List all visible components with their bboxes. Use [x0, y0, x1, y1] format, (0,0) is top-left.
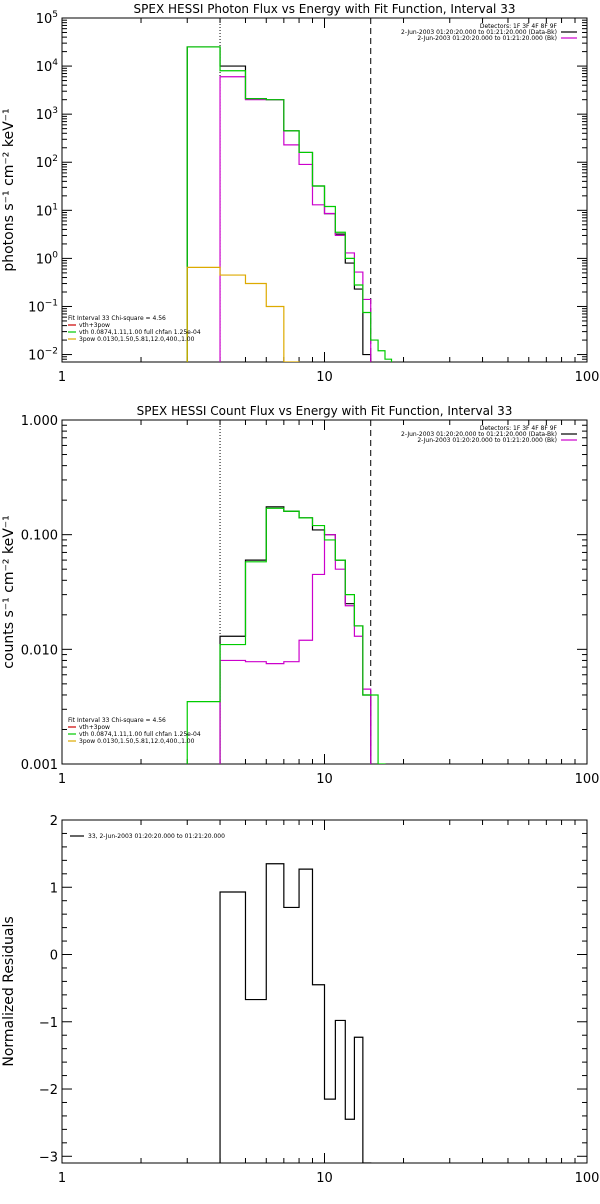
x-tick-label: 10 — [316, 370, 333, 385]
fit-legend-entry: vth 0.0874,1.11,1.00 full chfan 1.25e-04 — [79, 731, 201, 738]
y-tick-label: 105 — [36, 10, 58, 27]
series-4-histogram — [186, 266, 300, 362]
series-1-histogram — [219, 863, 372, 1163]
y-tick-label: 103 — [36, 106, 58, 123]
y-tick-exponent: 4 — [52, 58, 58, 68]
series-3-histogram — [186, 507, 386, 764]
y-tick-exponent: −1 — [45, 298, 58, 308]
y-tick-label: −1 — [39, 1016, 58, 1031]
legend-entry: 2-Jun-2003 01:20:20.000 to 01:21:20.000 … — [417, 437, 557, 444]
fit-summary: Fit Interval 33 Chi-square = 4.56 — [68, 717, 166, 724]
y-tick-base: 10 — [36, 108, 53, 123]
fit-legend-entry: 3pow 0.0130,1.50,5.81,12.0,400.,1.00 — [79, 336, 195, 343]
y-tick-base: 10 — [36, 12, 53, 27]
y-axis-label: Normalized Residuals — [1, 916, 17, 1066]
y-tick-label: 100 — [36, 250, 59, 267]
y-axis-label: photons s⁻¹ cm⁻² keV⁻¹ — [1, 108, 17, 271]
series-1-histogram — [219, 506, 372, 764]
y-tick-label: 10−2 — [28, 347, 58, 364]
legend-entry: Detectors: 1F 3F 4F 8F 9F — [480, 425, 558, 432]
series-3-histogram — [186, 46, 393, 362]
chart-title: SPEX HESSI Count Flux vs Energy with Fit… — [137, 404, 513, 418]
chart-title: SPEX HESSI Photon Flux vs Energy with Fi… — [134, 2, 516, 16]
y-tick-label: 2 — [50, 814, 58, 829]
legend-entry: Detectors: 1F 3F 4F 8F 9F — [480, 23, 558, 30]
legend-entry: 33, 2-Jun-2003 01:20:20.000 to 01:21:20.… — [88, 833, 225, 840]
y-tick-label: 104 — [36, 58, 59, 75]
fit-legend-entry: 3pow 0.0130,1.50,5.81,12.0,400.,1.00 — [79, 738, 195, 745]
y-tick-label: 1 — [50, 881, 58, 896]
chart-panel-1: SPEX HESSI Photon Flux vs Energy with Fi… — [1, 2, 599, 385]
y-tick-label: 0.010 — [21, 643, 58, 658]
x-tick-label: 100 — [575, 1171, 600, 1186]
x-tick-label: 1 — [58, 772, 66, 787]
fit-summary: Fit Interval 33 Chi-square = 4.56 — [68, 315, 166, 322]
y-tick-base: 10 — [28, 349, 45, 364]
series-group — [186, 46, 393, 362]
legend-entry: 2-Jun-2003 01:20:20.000 to 01:21:20.000 … — [417, 35, 557, 42]
plot-frame — [61, 419, 588, 765]
y-tick-label: 101 — [36, 202, 58, 219]
y-tick-base: 10 — [36, 204, 53, 219]
fit-legend-entry: vth 0.0874,1.11,1.00 full chfan 1.25e-04 — [79, 329, 201, 336]
y-tick-exponent: 0 — [52, 250, 58, 260]
y-tick-exponent: −2 — [45, 347, 58, 357]
legend-entry: 2-Jun-2003 01:20:20.000 to 01:21:20.000 … — [401, 431, 557, 438]
chart-panel-2: SPEX HESSI Count Flux vs Energy with Fit… — [1, 404, 599, 787]
y-tick-base: 10 — [36, 60, 53, 75]
x-tick-label: 100 — [575, 772, 600, 787]
y-tick-label: 0.001 — [21, 758, 58, 773]
x-tick-label: 1 — [58, 1171, 66, 1186]
x-tick-label: 100 — [575, 370, 600, 385]
series-2-histogram — [219, 534, 372, 764]
y-tick-label: 102 — [36, 154, 58, 171]
y-tick-base: 10 — [36, 252, 53, 267]
series-2-histogram — [219, 76, 372, 362]
y-axis-label: counts s⁻¹ cm⁻² keV⁻¹ — [1, 515, 17, 669]
x-tick-label: 10 — [316, 1171, 333, 1186]
y-tick-exponent: 5 — [52, 10, 58, 20]
series-1-histogram — [186, 46, 372, 362]
y-tick-base: 10 — [36, 156, 53, 171]
y-tick-label: 10−1 — [28, 298, 58, 315]
y-tick-label: −2 — [39, 1083, 58, 1098]
y-tick-exponent: 1 — [52, 202, 58, 212]
series-group — [219, 863, 372, 1163]
y-tick-exponent: 2 — [52, 154, 58, 164]
y-tick-exponent: 3 — [52, 106, 58, 116]
fit-legend-entry: vth+3pow — [79, 322, 110, 329]
y-tick-label: 0 — [50, 949, 58, 964]
fit-legend-entry: vth+3pow — [79, 724, 110, 731]
y-tick-base: 10 — [28, 300, 45, 315]
x-tick-label: 10 — [316, 772, 333, 787]
series-group — [186, 506, 386, 764]
y-tick-label: 1.000 — [21, 414, 58, 429]
x-tick-label: 1 — [58, 370, 66, 385]
y-tick-label: −3 — [39, 1150, 58, 1165]
legend-entry: 2-Jun-2003 01:20:20.000 to 01:21:20.000 … — [401, 29, 557, 36]
y-tick-label: 0.100 — [21, 529, 58, 544]
